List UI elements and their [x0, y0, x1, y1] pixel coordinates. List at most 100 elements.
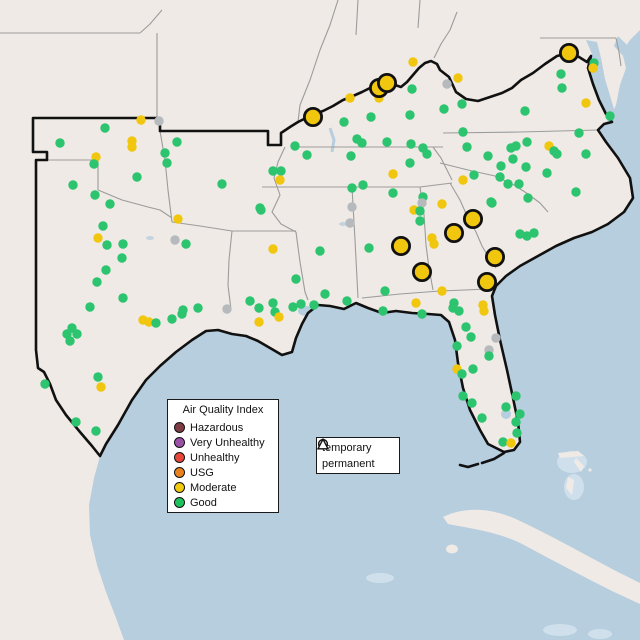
- monitor-dot[interactable]: [483, 151, 493, 161]
- monitor-dot[interactable]: [268, 244, 278, 254]
- monitor-dot[interactable]: [511, 391, 521, 401]
- monitor-dot[interactable]: [415, 206, 425, 216]
- monitor-dot[interactable]: [342, 296, 352, 306]
- monitor-dot[interactable]: [422, 149, 432, 159]
- monitor-dot[interactable]: [388, 188, 398, 198]
- monitor-dot[interactable]: [144, 317, 154, 327]
- monitor-dot[interactable]: [501, 402, 511, 412]
- temporary-monitor-dot[interactable]: [411, 261, 432, 282]
- monitor-dot[interactable]: [407, 84, 417, 94]
- monitor-dot[interactable]: [136, 115, 146, 125]
- monitor-dot[interactable]: [151, 318, 161, 328]
- monitor-dot[interactable]: [514, 179, 524, 189]
- monitor-dot[interactable]: [193, 303, 203, 313]
- monitor-dot[interactable]: [90, 190, 100, 200]
- monitor-dot[interactable]: [101, 265, 111, 275]
- monitor-dot[interactable]: [105, 199, 115, 209]
- monitor-dot[interactable]: [255, 203, 265, 213]
- monitor-dot[interactable]: [542, 168, 552, 178]
- monitor-dot[interactable]: [170, 235, 180, 245]
- monitor-dot[interactable]: [160, 148, 170, 158]
- monitor-dot[interactable]: [454, 306, 464, 316]
- monitor-dot[interactable]: [315, 246, 325, 256]
- monitor-dot[interactable]: [309, 300, 319, 310]
- monitor-dot[interactable]: [118, 239, 128, 249]
- monitor-dot[interactable]: [417, 309, 427, 319]
- monitor-dot[interactable]: [556, 69, 566, 79]
- monitor-dot[interactable]: [382, 137, 392, 147]
- monitor-dot[interactable]: [364, 243, 374, 253]
- monitor-dot[interactable]: [520, 106, 530, 116]
- monitor-dot[interactable]: [274, 312, 284, 322]
- monitor-dot[interactable]: [275, 175, 285, 185]
- monitor-dot[interactable]: [515, 409, 525, 419]
- monitor-dot[interactable]: [358, 180, 368, 190]
- monitor-dot[interactable]: [552, 149, 562, 159]
- monitor-dot[interactable]: [512, 428, 522, 438]
- monitor-dot[interactable]: [406, 139, 416, 149]
- monitor-dot[interactable]: [466, 332, 476, 342]
- monitor-dot[interactable]: [429, 239, 439, 249]
- temporary-monitor-dot[interactable]: [462, 208, 483, 229]
- monitor-dot[interactable]: [222, 304, 232, 314]
- monitor-dot[interactable]: [320, 289, 330, 299]
- monitor-dot[interactable]: [442, 79, 452, 89]
- monitor-dot[interactable]: [571, 187, 581, 197]
- monitor-dot[interactable]: [291, 274, 301, 284]
- monitor-dot[interactable]: [468, 364, 478, 374]
- monitor-dot[interactable]: [484, 351, 494, 361]
- monitor-dot[interactable]: [132, 172, 142, 182]
- monitor-dot[interactable]: [388, 169, 398, 179]
- temporary-monitor-dot[interactable]: [376, 73, 397, 94]
- monitor-dot[interactable]: [522, 137, 532, 147]
- monitor-dot[interactable]: [127, 142, 137, 152]
- monitor-dot[interactable]: [511, 417, 521, 427]
- monitor-dot[interactable]: [357, 138, 367, 148]
- monitor-dot[interactable]: [405, 158, 415, 168]
- monitor-dot[interactable]: [93, 233, 103, 243]
- monitor-dot[interactable]: [162, 158, 172, 168]
- monitor-dot[interactable]: [96, 382, 106, 392]
- monitor-dot[interactable]: [506, 438, 516, 448]
- monitor-dot[interactable]: [288, 302, 298, 312]
- monitor-dot[interactable]: [102, 240, 112, 250]
- temporary-monitor-dot[interactable]: [302, 107, 323, 128]
- monitor-dot[interactable]: [495, 172, 505, 182]
- monitor-dot[interactable]: [347, 183, 357, 193]
- monitor-dot[interactable]: [458, 391, 468, 401]
- monitor-dot[interactable]: [290, 141, 300, 151]
- monitor-dot[interactable]: [461, 322, 471, 332]
- monitor-dot[interactable]: [172, 137, 182, 147]
- monitor-dot[interactable]: [89, 159, 99, 169]
- monitor-dot[interactable]: [503, 179, 513, 189]
- monitor-dot[interactable]: [346, 151, 356, 161]
- monitor-dot[interactable]: [452, 341, 462, 351]
- monitor-dot[interactable]: [523, 193, 533, 203]
- monitor-dot[interactable]: [453, 73, 463, 83]
- monitor-dot[interactable]: [72, 329, 82, 339]
- monitor-dot[interactable]: [574, 128, 584, 138]
- monitor-dot[interactable]: [178, 305, 188, 315]
- monitor-dot[interactable]: [506, 143, 516, 153]
- monitor-dot[interactable]: [347, 202, 357, 212]
- monitor-dot[interactable]: [496, 161, 506, 171]
- monitor-dot[interactable]: [92, 277, 102, 287]
- monitor-dot[interactable]: [439, 104, 449, 114]
- monitor-dot[interactable]: [154, 116, 164, 126]
- monitor-dot[interactable]: [411, 298, 421, 308]
- monitor-dot[interactable]: [173, 214, 183, 224]
- monitor-dot[interactable]: [417, 198, 427, 208]
- monitor-dot[interactable]: [65, 336, 75, 346]
- monitor-dot[interactable]: [491, 333, 501, 343]
- monitor-dot[interactable]: [588, 63, 598, 73]
- temporary-monitor-dot[interactable]: [476, 271, 497, 292]
- monitor-dot[interactable]: [477, 413, 487, 423]
- monitor-dot[interactable]: [581, 98, 591, 108]
- monitor-dot[interactable]: [605, 111, 615, 121]
- monitor-dot[interactable]: [405, 110, 415, 120]
- monitor-dot[interactable]: [339, 117, 349, 127]
- monitor-dot[interactable]: [268, 298, 278, 308]
- monitor-dot[interactable]: [498, 437, 508, 447]
- monitor-dot[interactable]: [462, 142, 472, 152]
